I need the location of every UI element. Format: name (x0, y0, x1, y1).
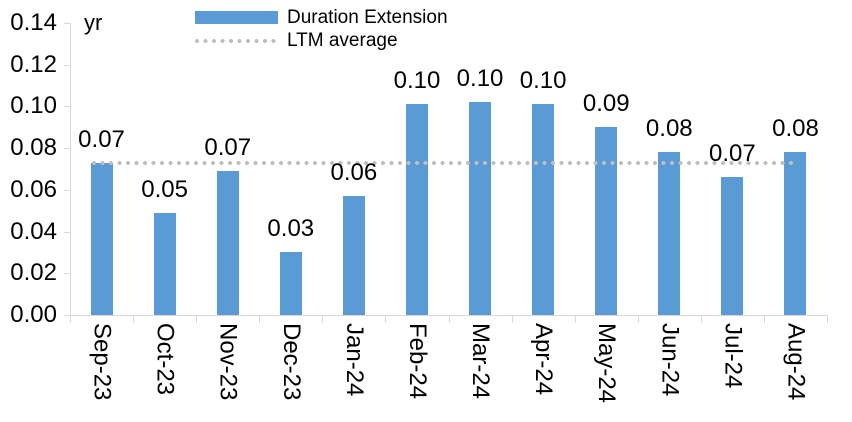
bar (405, 104, 428, 315)
y-axis-line (70, 23, 71, 315)
x-axis-label: Mar-24 (467, 323, 495, 400)
y-axis-label: 0.06 (10, 175, 57, 203)
x-axis-label: Apr-24 (530, 323, 558, 396)
y-axis-tick (64, 148, 70, 150)
x-axis-tick (70, 315, 71, 323)
legend-label-duration-extension: Duration Extension (287, 7, 448, 28)
y-axis-tick (64, 315, 70, 316)
bar-value-label: 0.06 (330, 159, 378, 187)
y-axis-tick (64, 231, 70, 233)
x-axis-label: Jan-24 (340, 323, 368, 397)
x-axis-tick (196, 315, 198, 323)
x-axis-label: Nov-23 (214, 323, 242, 401)
bar (532, 104, 555, 315)
x-axis-tick (322, 315, 324, 323)
bar (595, 127, 618, 315)
legend-dotted-line-swatch-icon (195, 38, 278, 43)
legend-label-ltm-average: LTM average (287, 30, 398, 51)
bar-value-label: 0.10 (393, 67, 441, 95)
y-axis-label: 0.04 (10, 217, 57, 245)
x-axis-label: Dec-23 (277, 323, 305, 401)
x-axis-label: Sep-23 (88, 323, 116, 401)
y-axis-label: 0.00 (10, 301, 57, 328)
bar-value-label: 0.10 (456, 65, 504, 93)
y-axis-tick (64, 189, 70, 191)
x-axis-tick (259, 315, 261, 323)
y-axis-tick (64, 106, 70, 108)
legend-item-ltm-average: LTM average (195, 29, 448, 52)
x-axis-label: Jun-24 (656, 323, 684, 397)
bar-value-label: 0.03 (267, 215, 315, 243)
bar-value-label: 0.08 (772, 115, 819, 143)
x-axis-tick (385, 315, 387, 323)
y-axis-label: 0.12 (10, 50, 57, 78)
x-axis-tick (637, 315, 639, 323)
ltm-average-line (91, 160, 798, 165)
bar-value-label: 0.08 (645, 115, 693, 143)
x-axis-tick (763, 315, 765, 323)
x-axis-tick (574, 315, 576, 323)
bar (216, 171, 239, 315)
legend-bar-swatch-icon (195, 11, 278, 24)
bar (658, 152, 681, 315)
x-axis-label: Oct-23 (151, 323, 179, 396)
bar (279, 252, 302, 315)
y-axis-tick (64, 23, 70, 24)
y-axis-label: 0.14 (10, 9, 57, 36)
legend: Duration Extension LTM average (195, 6, 448, 52)
bar (90, 162, 113, 315)
bar-value-label: 0.10 (519, 67, 567, 95)
y-axis-unit-label: yr (84, 10, 103, 35)
x-axis-tick (700, 315, 702, 323)
y-axis-tick (64, 273, 70, 275)
x-axis-tick (133, 315, 135, 323)
bar-value-label: 0.09 (582, 90, 630, 118)
bar (784, 152, 807, 315)
x-axis-label: May-24 (593, 323, 621, 404)
x-axis-label: Feb-24 (403, 323, 431, 400)
x-axis-label: Jul-24 (719, 323, 747, 389)
y-axis-tick (64, 64, 70, 66)
y-axis-label: 0.02 (10, 259, 57, 287)
bar (721, 177, 744, 315)
x-axis-tick (827, 315, 828, 323)
bar-value-label: 0.05 (141, 175, 188, 203)
bar-value-label: 0.07 (709, 140, 756, 168)
y-axis-label: 0.08 (10, 134, 57, 162)
x-axis-tick (511, 315, 513, 323)
y-axis-label: 0.10 (10, 92, 57, 120)
bar (342, 196, 365, 315)
bar (469, 102, 492, 315)
bar-value-label: 0.07 (78, 125, 125, 153)
bar (153, 212, 176, 315)
legend-item-duration-extension: Duration Extension (195, 6, 448, 29)
bar-value-label: 0.07 (204, 134, 252, 162)
x-axis-label: Aug-24 (782, 323, 810, 401)
x-axis-tick (448, 315, 450, 323)
